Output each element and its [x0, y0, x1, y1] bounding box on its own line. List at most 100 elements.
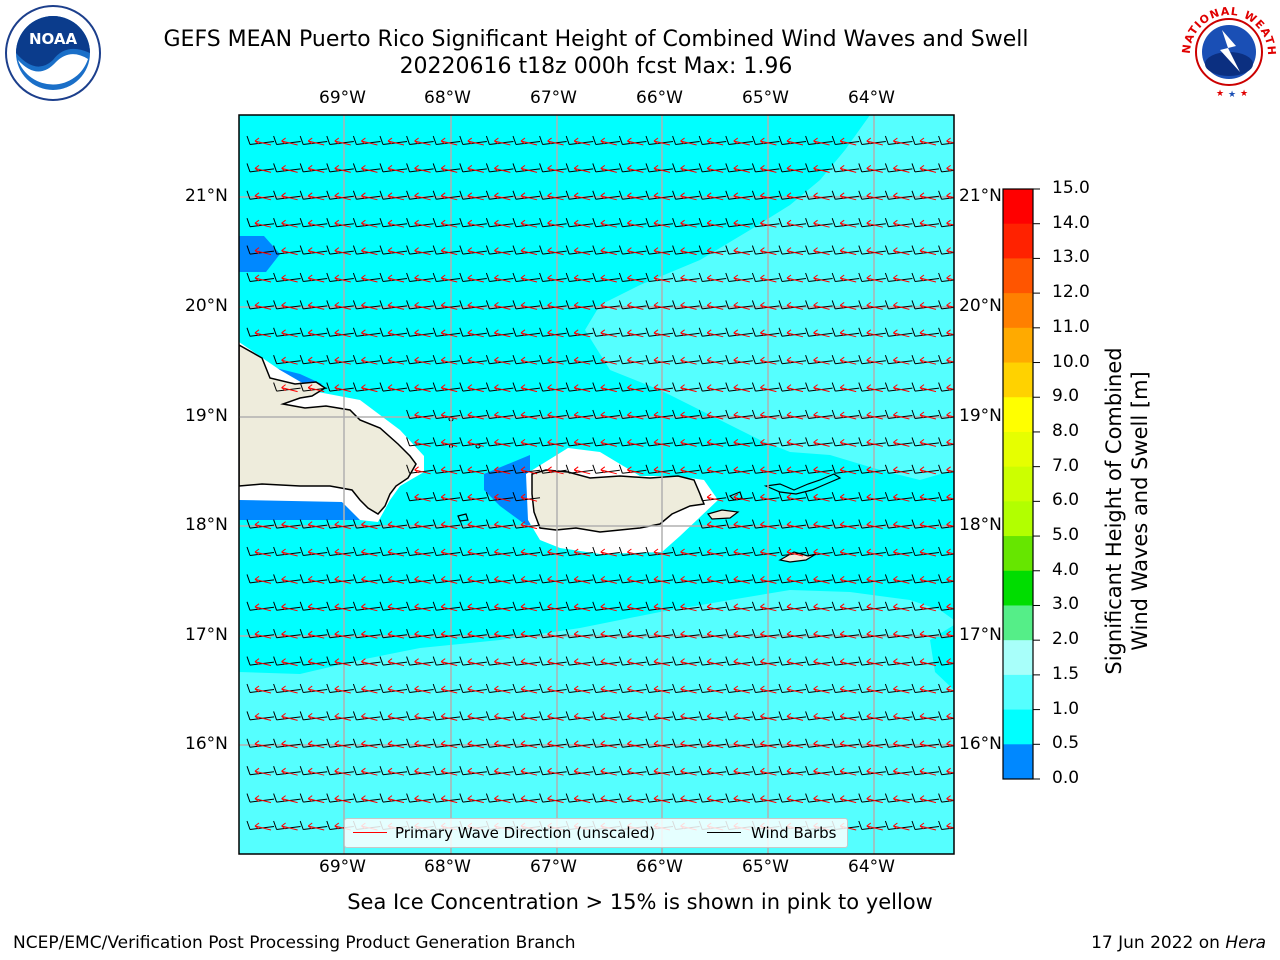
wave-direction-arrow: [813, 770, 830, 776]
wave-direction-arrow: [467, 606, 484, 612]
wave-direction-arrow: [786, 633, 804, 639]
wave-direction-arrowhead: [254, 685, 260, 693]
wave-direction-arrow: [281, 688, 298, 694]
wind-barb-flag: [858, 738, 863, 748]
wave-direction-arrow: [414, 496, 431, 502]
wave-direction-arrowhead: [467, 521, 473, 528]
wind-barb-flag: [539, 163, 544, 173]
wave-direction-arrowhead: [520, 603, 526, 611]
wind-barb-flag: [485, 327, 490, 337]
wave-direction-arrow: [308, 167, 325, 173]
wind-barb-flag: [698, 738, 703, 748]
wave-direction-arrow: [334, 304, 351, 310]
wind-barb-flag: [858, 464, 863, 474]
wind-barb-flag: [326, 793, 331, 803]
wind-barb-flag: [352, 738, 357, 748]
colorbar-segment: [1003, 605, 1033, 641]
colorbar-segment: [1003, 640, 1033, 676]
colorbar-segment: [1003, 327, 1033, 364]
wave-direction-arrow: [441, 441, 458, 447]
wave-direction-arrow: [334, 578, 351, 584]
wind-barb-flag: [672, 546, 677, 556]
wave-direction-arrowhead: [653, 576, 659, 583]
wave-direction-arrowhead: [334, 548, 340, 556]
wind-barb-flag: [778, 218, 783, 227]
wave-direction-arrow: [494, 222, 511, 228]
wave-direction-arrow: [361, 743, 378, 749]
wind-barb-flag: [406, 272, 411, 282]
wave-direction-arrow: [813, 277, 830, 283]
wind-barb-flag: [911, 464, 916, 474]
wave-direction-arrow: [786, 606, 804, 612]
wave-direction-arrowhead: [627, 356, 632, 364]
wind-barb-flag: [805, 327, 810, 337]
wave-direction-arrowhead: [919, 274, 925, 282]
wind-barb-flag: [246, 574, 251, 584]
wave-direction-arrowhead: [361, 630, 366, 638]
wave-direction-arrow: [441, 606, 458, 612]
wave-direction-arrow: [813, 633, 830, 639]
wave-direction-arrowhead: [627, 603, 632, 611]
wave-direction-arrowhead: [786, 329, 792, 337]
wave-direction-arrowhead: [680, 466, 685, 474]
wave-direction-arrow: [334, 661, 351, 667]
wave-direction-arrow: [813, 715, 830, 721]
wave-direction-arrowhead: [839, 740, 845, 748]
wind-barb-flag: [246, 629, 251, 638]
wave-direction-arrow: [707, 250, 724, 256]
wind-barb-flag: [352, 382, 357, 392]
wave-direction-arrow: [760, 661, 777, 667]
wave-direction-arrowhead: [733, 302, 739, 309]
wave-direction-arrowhead: [733, 137, 739, 145]
wave-direction-arrow: [680, 606, 697, 612]
wind-barb-flag: [751, 629, 756, 638]
wave-direction-arrowhead: [440, 576, 446, 583]
wave-direction-arrowhead: [600, 685, 606, 693]
wave-direction-arrowhead: [706, 658, 712, 665]
land-puerto-rico: [531, 469, 706, 533]
colorbar-tick-label: 6.0: [1052, 490, 1080, 511]
wave-direction-arrowhead: [946, 658, 951, 665]
wave-direction-arrowhead: [467, 439, 473, 446]
wind-barb-flag: [485, 382, 490, 392]
wave-direction-arrowhead: [866, 822, 872, 830]
wave-direction-arrow: [281, 715, 298, 721]
map-subtitle: 20220616 t18z 000h fcst Max: 1.96: [399, 54, 793, 79]
wave-direction-arrow: [334, 743, 351, 749]
wave-direction-arrowhead: [919, 713, 925, 720]
wave-direction-arrowhead: [600, 795, 606, 802]
wave-direction-arrow: [361, 250, 378, 256]
wave-direction-arrowhead: [866, 137, 872, 145]
wave-direction-arrow: [414, 551, 431, 557]
wave-direction-arrow: [334, 195, 351, 201]
wind-barb-flag: [698, 793, 703, 803]
wave-direction-arrow: [840, 496, 857, 502]
wave-direction-arrow: [707, 770, 724, 776]
wave-direction-arrowhead: [946, 247, 951, 254]
wave-direction-arrow: [467, 250, 484, 256]
wave-direction-arrowhead: [946, 603, 951, 611]
wind-barb-flag: [539, 711, 544, 721]
wave-direction-arrow: [946, 167, 954, 171]
wind-barb-flag: [539, 190, 544, 200]
wind-barb-flag: [725, 574, 730, 584]
wave-direction-arrow: [680, 250, 697, 256]
wave-direction-arrowhead: [573, 247, 579, 254]
wave-direction-arrow: [946, 140, 954, 144]
wave-direction-arrowhead: [919, 658, 925, 665]
wind-barb-flag: [432, 300, 437, 310]
wave-direction-arrowhead: [467, 713, 473, 720]
wave-direction-arrow: [520, 469, 538, 475]
wind-barb-flag: [352, 300, 357, 310]
wave-direction-arrowhead: [414, 576, 419, 583]
wave-direction-arrow: [786, 441, 804, 447]
wave-direction-arrowhead: [866, 767, 872, 775]
wind-barb-flag: [246, 163, 251, 173]
wave-direction-arrowhead: [839, 466, 845, 474]
wave-direction-arrow: [840, 661, 857, 667]
wave-direction-arrow: [494, 551, 511, 557]
wind-barb-flag: [512, 601, 517, 611]
colorbar-segment: [1003, 709, 1033, 745]
wind-barb-flag: [592, 546, 597, 556]
legend-wave-direction: Primary Wave Direction (unscaled): [395, 824, 656, 842]
